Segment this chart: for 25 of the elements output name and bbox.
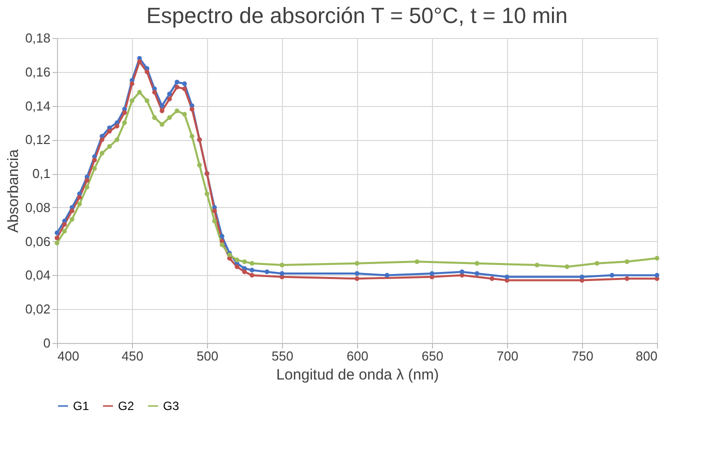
y-tick-label: 0,04 xyxy=(25,268,50,283)
y-tick-label: 0,1 xyxy=(32,166,50,182)
y-tick-label: 0,16 xyxy=(25,64,50,80)
x-tick-label: 650 xyxy=(422,348,444,364)
y-tick-label: 0,02 xyxy=(25,302,50,317)
legend-label: G1 xyxy=(73,399,90,413)
x-tick-label: 700 xyxy=(496,348,518,364)
x-tick-label: 600 xyxy=(346,348,368,364)
x-tick-label: 450 xyxy=(122,348,144,364)
y-tick-label: 0,06 xyxy=(25,234,50,249)
x-tick-label: 550 xyxy=(272,348,294,364)
x-tick-label: 500 xyxy=(196,348,218,364)
y-tick-label: 0,18 xyxy=(25,30,50,46)
x-tick-label: 800 xyxy=(636,348,658,364)
x-axis-title: Longitud de onda λ (nm) xyxy=(276,366,439,384)
x-tick-label: 400 xyxy=(58,348,80,364)
x-tick-label: 750 xyxy=(572,348,594,364)
legend-label: G2 xyxy=(118,399,134,413)
legend-label: G3 xyxy=(163,399,180,413)
y-tick-label: 0 xyxy=(43,336,50,350)
y-tick-label: 0,14 xyxy=(25,98,50,114)
y-tick-label: 0,12 xyxy=(25,132,50,148)
y-tick-label: 0,08 xyxy=(25,200,50,215)
y-axis-title: Absorbancia xyxy=(5,148,22,233)
chart-title: Espectro de absorción T = 50°C, t = 10 min xyxy=(146,3,568,28)
